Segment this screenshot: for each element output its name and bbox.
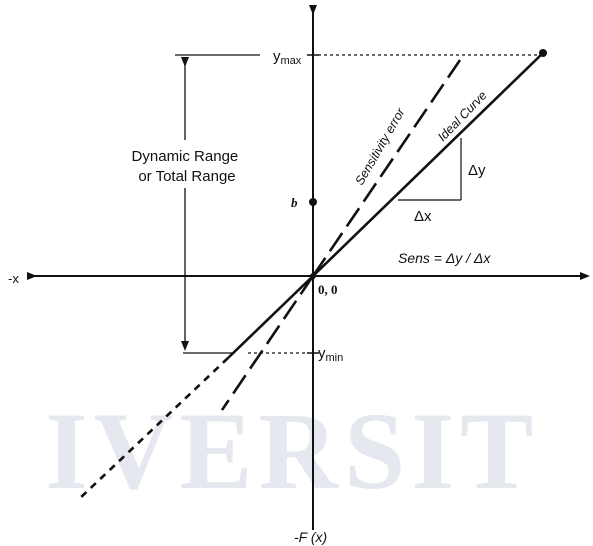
ideal-curve-label: Ideal Curve xyxy=(435,88,490,144)
origin-label: 0, 0 xyxy=(318,282,338,297)
neg-x-label: -x xyxy=(8,271,19,286)
sensitivity-error-line xyxy=(311,59,462,277)
origin-point xyxy=(310,273,316,279)
ymax-end-point xyxy=(539,49,547,57)
neg-y-label: -F (x) xyxy=(294,529,327,545)
sensitivity-error-lower-line xyxy=(220,275,315,411)
ymin-label: ymin xyxy=(318,345,343,364)
watermark-text: IVERSIT xyxy=(45,390,539,512)
ideal-curve-lower-dashed xyxy=(77,357,229,501)
ideal-curve-lower-solid xyxy=(227,275,314,359)
intercept-b-point xyxy=(309,198,317,206)
b-label: b xyxy=(291,195,298,210)
dynamic-range-label: Dynamic Range or Total Range xyxy=(132,148,243,185)
ymax-label: ymax xyxy=(273,48,302,67)
sensitivity-formula: Sens = Δy / Δx xyxy=(398,250,491,266)
ideal-curve-line xyxy=(312,52,544,277)
range-label-background xyxy=(118,140,258,188)
delta-y-label: Δy xyxy=(468,162,486,179)
delta-x-label: Δx xyxy=(414,208,432,225)
